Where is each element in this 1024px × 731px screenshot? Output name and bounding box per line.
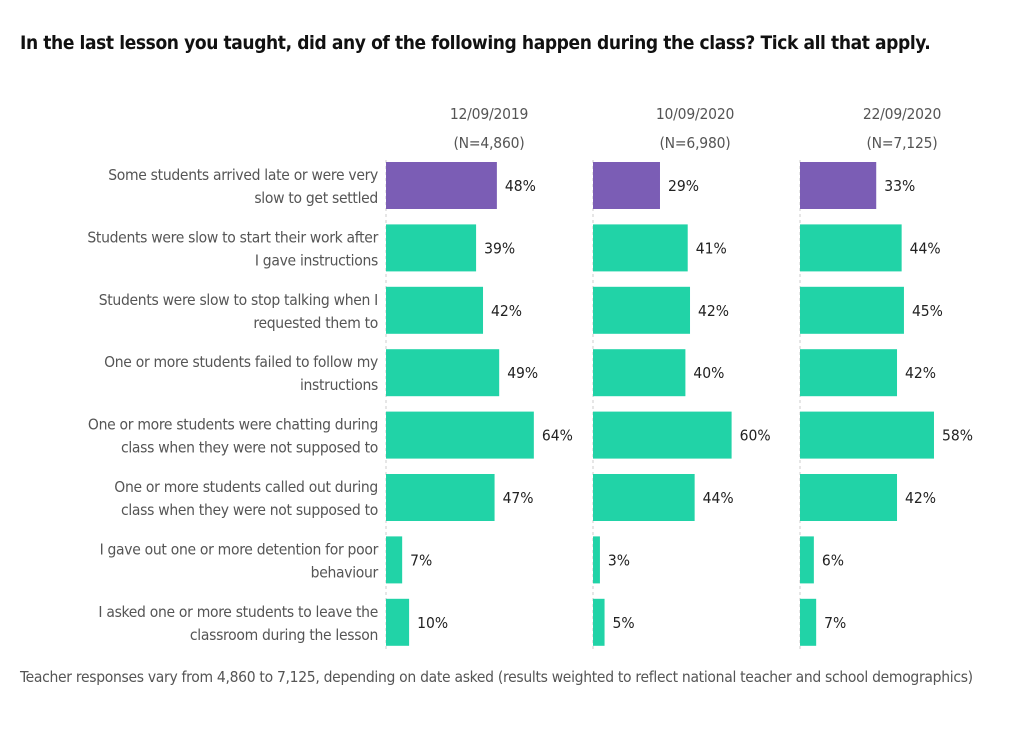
category-label: classroom during the lesson	[190, 626, 378, 644]
panel-header-n: (N=6,980)	[659, 134, 730, 152]
category-label: Some students arrived late or were very	[108, 166, 378, 184]
bar-value-label: 7%	[824, 614, 846, 632]
bar-value-label: 47%	[503, 489, 534, 507]
bar	[800, 474, 898, 521]
bar-value-label: 3%	[608, 551, 630, 569]
category-label: One or more students were chatting durin…	[88, 416, 378, 434]
category-label: behaviour	[311, 563, 379, 581]
bar-value-label: 5%	[613, 614, 635, 632]
bar-value-label: 6%	[822, 551, 844, 569]
category-label: requested them to	[253, 314, 378, 332]
bar	[386, 411, 534, 459]
bar	[386, 598, 410, 646]
bar	[593, 598, 605, 646]
panel-header-n: (N=4,860)	[453, 134, 524, 152]
bar-value-label: 42%	[491, 302, 522, 320]
bar-value-label: 39%	[484, 239, 515, 257]
bar	[593, 224, 688, 272]
bar-value-label: 44%	[703, 489, 734, 507]
bar-value-label: 49%	[507, 364, 538, 382]
category-label: I asked one or more students to leave th…	[98, 603, 378, 621]
category-label: Students were slow to stop talking when …	[99, 291, 378, 309]
bar	[800, 536, 814, 584]
category-label: One or more students called out during	[114, 478, 378, 496]
category-label: class when they were not supposed to	[121, 439, 378, 457]
bar	[386, 536, 403, 584]
bar-value-label: 29%	[668, 177, 699, 195]
bar	[800, 162, 877, 209]
panel-header-date: 22/09/2020	[863, 105, 941, 123]
bar-value-label: 58%	[942, 427, 973, 445]
bar-value-label: 42%	[698, 302, 729, 320]
bar-value-label: 42%	[905, 364, 936, 382]
bar	[593, 162, 660, 209]
bar	[800, 286, 904, 334]
chart-note: Teacher responses vary from 4,860 to 7,1…	[20, 668, 973, 686]
chart-title: In the last lesson you taught, did any o…	[20, 32, 931, 54]
panel-header-date: 10/09/2020	[656, 105, 734, 123]
bar-value-label: 41%	[696, 239, 727, 257]
bar-value-label: 40%	[693, 364, 724, 382]
bar-value-label: 42%	[905, 489, 936, 507]
bar	[593, 411, 732, 459]
bar-value-label: 7%	[410, 551, 432, 569]
bar	[593, 474, 695, 521]
bar	[593, 536, 600, 584]
bar-value-label: 60%	[740, 427, 771, 445]
panel-header-date: 12/09/2019	[450, 105, 528, 123]
panel-header-n: (N=7,125)	[866, 134, 937, 152]
bar-value-label: 45%	[912, 302, 943, 320]
bar	[800, 598, 817, 646]
bar	[800, 224, 902, 272]
bar	[800, 349, 898, 397]
category-label: slow to get settled	[254, 189, 378, 207]
bar	[593, 349, 686, 397]
bar	[800, 411, 934, 459]
category-label: I gave instructions	[255, 251, 378, 269]
category-label: I gave out one or more detention for poo…	[100, 540, 379, 558]
bar-value-label: 48%	[505, 177, 536, 195]
bar	[593, 286, 691, 334]
bar-value-label: 64%	[542, 427, 573, 445]
category-label: instructions	[300, 376, 378, 394]
category-label: Students were slow to start their work a…	[87, 228, 378, 246]
bar-value-label: 44%	[910, 239, 941, 257]
bar	[386, 162, 497, 209]
bar-value-label: 10%	[417, 614, 448, 632]
bar	[386, 286, 484, 334]
bar	[386, 349, 500, 397]
category-label: One or more students failed to follow my	[104, 353, 378, 371]
category-label: class when they were not supposed to	[121, 501, 378, 519]
bar	[386, 474, 495, 521]
bar-value-label: 33%	[884, 177, 915, 195]
bar	[386, 224, 477, 272]
